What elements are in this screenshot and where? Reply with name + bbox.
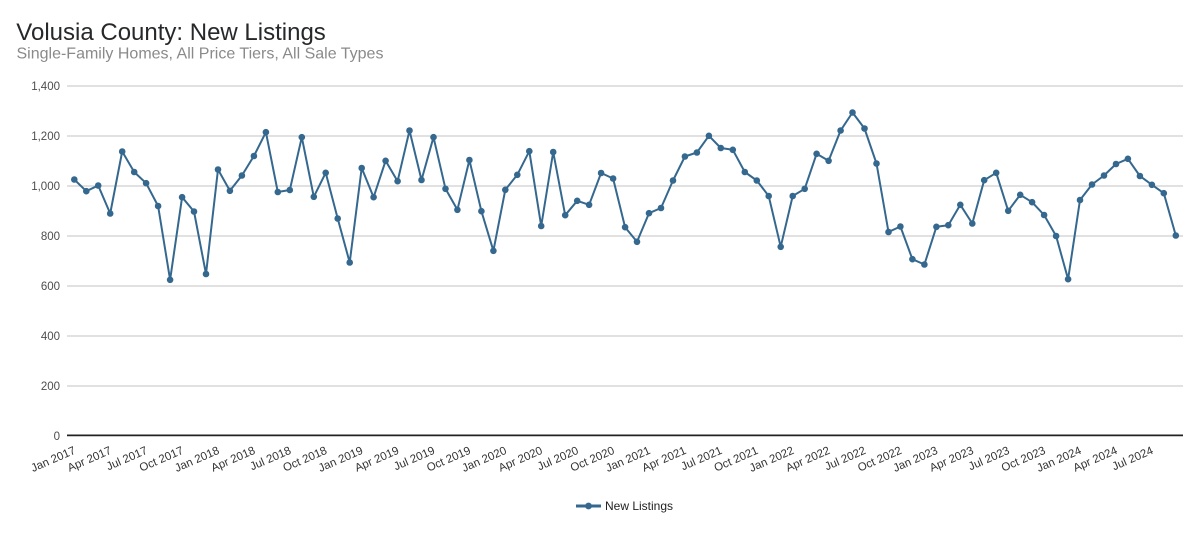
svg-text:0: 0: [54, 431, 60, 443]
svg-text:600: 600: [41, 281, 60, 293]
svg-text:Single-Family Homes, All Price: Single-Family Homes, All Price Tiers, Al…: [17, 46, 384, 63]
svg-text:800: 800: [41, 231, 60, 243]
svg-text:New Listings: New Listings: [605, 499, 673, 513]
svg-text:400: 400: [41, 331, 60, 343]
svg-text:1,000: 1,000: [31, 181, 60, 193]
svg-text:1,200: 1,200: [31, 131, 60, 143]
svg-text:200: 200: [41, 381, 60, 393]
svg-text:1,400: 1,400: [31, 81, 60, 93]
svg-text:Volusia County: New Listings: Volusia County: New Listings: [16, 19, 326, 46]
